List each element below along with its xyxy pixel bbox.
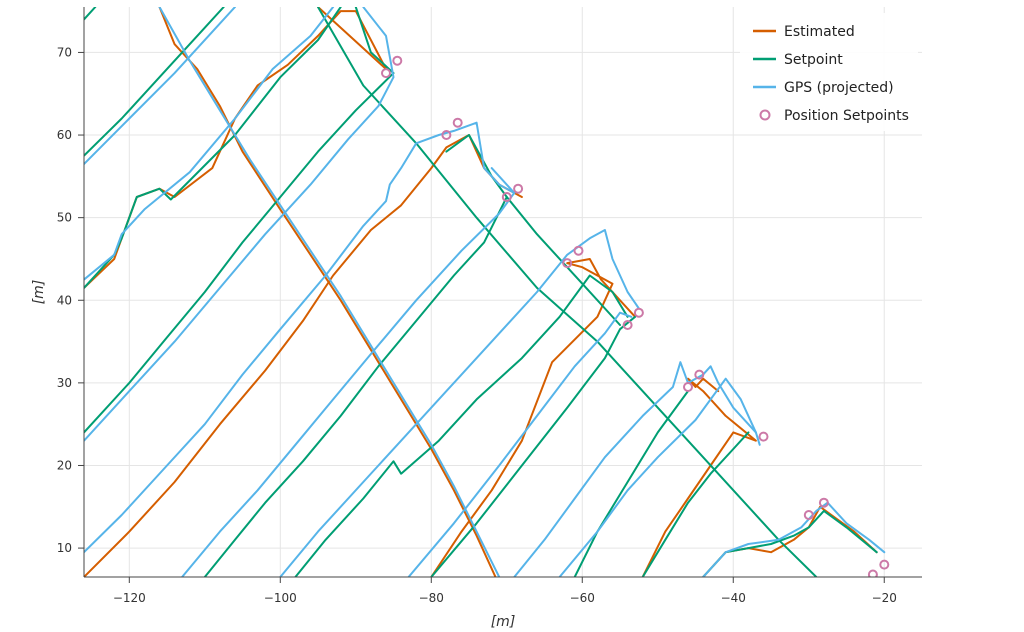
setpoint-trajectory-line xyxy=(294,274,629,577)
gps-projected-trajectory-line xyxy=(181,167,516,577)
estimated-trajectory-line xyxy=(430,258,637,577)
series-layer xyxy=(84,7,890,577)
y-ticks: 10 20 30 40 50 60 70 xyxy=(57,45,84,555)
legend-label-estimated: Estimated xyxy=(784,24,855,40)
legend-swatch-position-setpoints xyxy=(759,109,771,121)
gps-projected-trajectory-line xyxy=(513,361,761,577)
setpoint-trajectory-line xyxy=(84,7,97,21)
position-setpoint-marker xyxy=(867,569,878,577)
setpoint-trajectory-line xyxy=(702,509,878,577)
y-axis-title: [m] xyxy=(31,280,47,305)
gps-projected-trajectory-line xyxy=(158,7,501,577)
legend: Estimated Setpoint GPS (projected) Posit… xyxy=(740,13,918,131)
setpoint-trajectory-line xyxy=(430,315,637,577)
y-tick-label: 20 xyxy=(57,458,72,472)
gps-projected-trajectory-line xyxy=(84,7,395,442)
gps-projected-trajectory-line xyxy=(558,377,757,577)
x-ticks: −120 −100 −80 −60 −40 −20 xyxy=(113,577,897,605)
gps-projected-trajectory-line xyxy=(407,311,633,577)
position-setpoint-marker xyxy=(392,55,403,66)
position-setpoint-marker xyxy=(633,307,644,318)
y-tick-label: 10 xyxy=(57,541,72,555)
setpoint-trajectory-line xyxy=(317,7,818,577)
axes xyxy=(83,7,922,578)
x-axis-title: [m] xyxy=(491,614,516,630)
legend-label-position-setpoints: Position Setpoints xyxy=(784,108,909,124)
gps-projected-trajectory-line xyxy=(84,7,335,281)
gps-projected-trajectory-line xyxy=(84,7,236,165)
position-setpoint-marker xyxy=(803,510,814,520)
x-tick-label: −60 xyxy=(570,591,595,605)
position-setpoint-marker xyxy=(452,117,463,128)
grid-lines xyxy=(84,7,922,577)
y-tick-label: 70 xyxy=(57,45,72,59)
gps-projected-trajectory-line xyxy=(279,229,640,577)
x-tick-label: −40 xyxy=(721,591,746,605)
setpoint-trajectory-line xyxy=(641,431,750,577)
legend-background xyxy=(740,13,918,131)
setpoint-trajectory-line xyxy=(84,7,225,157)
position-setpoint-marker xyxy=(683,382,693,392)
position-setpoint-marker xyxy=(879,559,890,570)
position-setpoint-marker xyxy=(818,497,829,508)
setpoint-trajectory-line xyxy=(84,7,395,434)
position-setpoint-marker xyxy=(758,431,769,442)
position-setpoint-marker xyxy=(562,258,573,269)
y-tick-label: 50 xyxy=(57,211,72,225)
setpoint-trajectory-line xyxy=(505,196,621,326)
x-tick-label: −100 xyxy=(264,591,297,605)
position-setpoint-marker xyxy=(501,192,512,202)
y-tick-label: 40 xyxy=(57,293,72,307)
position-setpoint-marker xyxy=(694,369,705,380)
gps-projected-trajectory-line xyxy=(84,121,516,554)
x-tick-label: −20 xyxy=(872,591,897,605)
legend-label-setpoint: Setpoint xyxy=(784,52,843,68)
y-tick-label: 60 xyxy=(57,128,72,142)
estimated-trajectory-line xyxy=(641,377,757,577)
position-setpoint-marker xyxy=(381,68,391,79)
position-setpoint-marker xyxy=(573,245,584,256)
x-tick-label: −80 xyxy=(419,591,444,605)
legend-label-gps: GPS (projected) xyxy=(784,80,894,96)
setpoint-trajectory-line xyxy=(573,390,689,577)
position-setpoint-marker xyxy=(622,320,633,330)
estimated-trajectory-line xyxy=(158,7,497,577)
position-setpoint-marker xyxy=(513,183,524,194)
position-setpoint-marker xyxy=(441,130,452,140)
x-tick-label: −120 xyxy=(113,591,146,605)
y-tick-label: 30 xyxy=(57,376,72,390)
